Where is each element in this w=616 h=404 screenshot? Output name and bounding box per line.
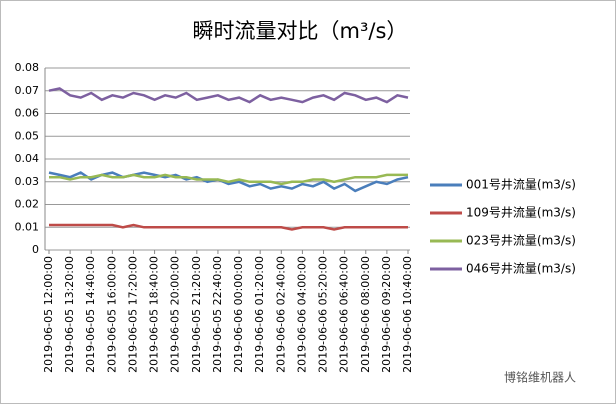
y-tick-label: 0.07 bbox=[15, 84, 40, 97]
legend-label: 023号井流量(m3/s) bbox=[466, 234, 576, 248]
x-tick-label: 2019-06-05 20:00:00 bbox=[169, 256, 182, 373]
legend-label: 046号井流量(m3/s) bbox=[466, 262, 576, 276]
y-tick-label: 0.05 bbox=[15, 129, 40, 142]
y-tick-label: 0 bbox=[32, 243, 39, 256]
legend-label: 001号井流量(m3/s) bbox=[466, 178, 576, 192]
x-tick-label: 2019-06-06 00:00:00 bbox=[232, 256, 245, 373]
watermark: 博铭维机器人 bbox=[504, 370, 576, 385]
x-tick-label: 2019-06-05 13:20:00 bbox=[63, 256, 76, 373]
series-line bbox=[49, 223, 408, 231]
x-tick-label: 2019-06-05 14:40:00 bbox=[84, 256, 97, 373]
x-tick-label: 2019-06-06 06:40:00 bbox=[338, 256, 351, 373]
x-tick-label: 2019-06-06 08:00:00 bbox=[359, 256, 372, 373]
x-tick-label: 2019-06-06 01:20:00 bbox=[253, 256, 266, 373]
series-line bbox=[48, 171, 409, 193]
x-tick-label: 2019-06-05 21:20:00 bbox=[190, 256, 203, 373]
y-tick-label: 0.01 bbox=[15, 220, 40, 233]
x-tick-label: 2019-06-06 04:00:00 bbox=[295, 256, 308, 373]
y-tick-label: 0.08 bbox=[15, 61, 40, 74]
x-tick-label: 2019-06-05 12:00:00 bbox=[42, 256, 55, 373]
y-tick-label: 0.03 bbox=[15, 175, 40, 188]
series-line bbox=[48, 87, 409, 104]
x-tick-label: 2019-06-06 02:40:00 bbox=[274, 256, 287, 373]
x-tick-label: 2019-06-06 09:20:00 bbox=[380, 256, 393, 373]
y-tick-label: 0.06 bbox=[15, 107, 40, 120]
x-tick-label: 2019-06-06 10:40:00 bbox=[401, 256, 414, 373]
x-tick-label: 2019-06-05 22:40:00 bbox=[211, 256, 224, 373]
y-tick-label: 0.04 bbox=[15, 152, 40, 165]
x-tick-label: 2019-06-05 18:40:00 bbox=[148, 256, 161, 373]
x-tick-label: 2019-06-06 05:20:00 bbox=[317, 256, 330, 373]
x-tick-label: 2019-06-05 17:20:00 bbox=[126, 256, 139, 373]
y-tick-label: 0.02 bbox=[15, 198, 40, 211]
chart-title: 瞬时流量对比（m³/s） bbox=[193, 19, 408, 43]
legend-label: 109号井流量(m3/s) bbox=[466, 206, 576, 220]
series-line bbox=[49, 173, 408, 186]
x-tick-label: 2019-06-05 16:00:00 bbox=[105, 256, 118, 373]
